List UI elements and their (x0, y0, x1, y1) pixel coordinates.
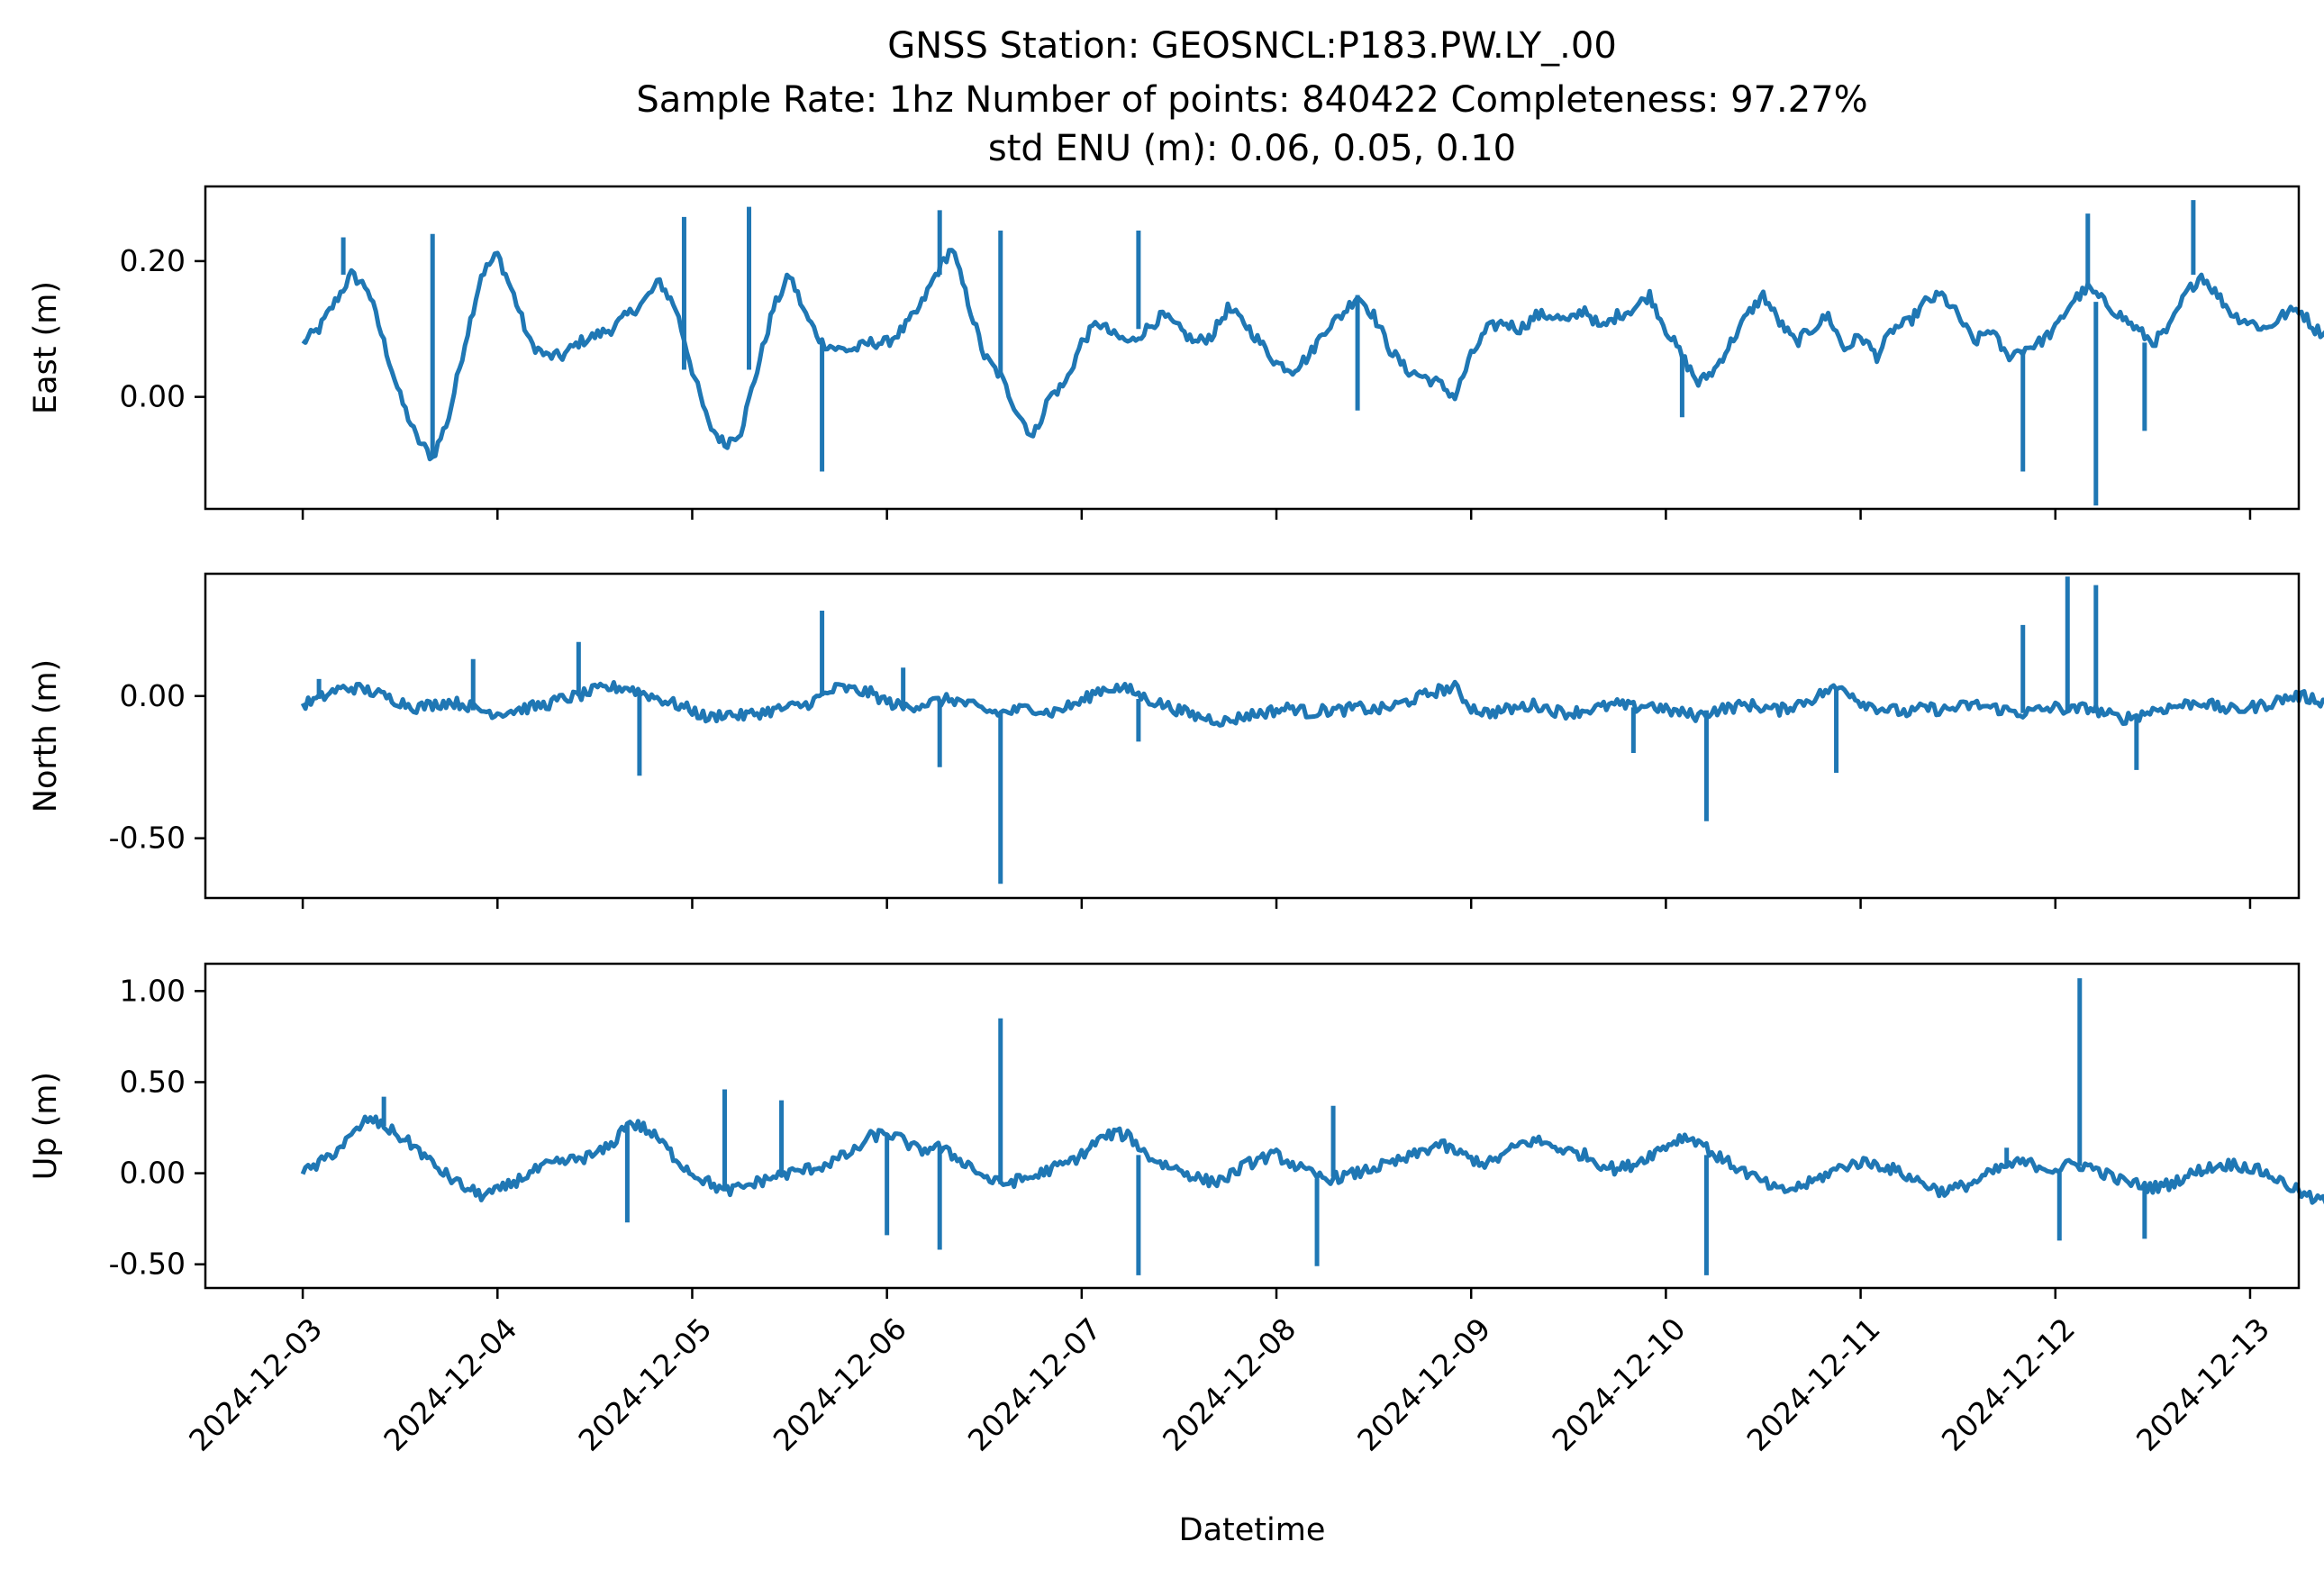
y-tick-label: 0.20 (120, 243, 186, 278)
y-tick-label: 0.00 (120, 379, 186, 414)
y-tick-label: 1.00 (120, 973, 186, 1008)
y-tick-label: -0.50 (109, 1247, 186, 1282)
axes-frame (204, 572, 2301, 900)
y-axis-label: Up (m) (28, 1072, 64, 1180)
y-tick-label: 0.50 (120, 1064, 186, 1099)
panel-1: -0.50 0.00 North (m) (28, 572, 2324, 909)
y-tick-label: -0.50 (109, 821, 186, 856)
y-axis-label: East (m) (28, 281, 64, 414)
x-axis-label: Datetime (1179, 1512, 1326, 1548)
axes-frame (204, 962, 2301, 1290)
title-line-2: Sample Rate: 1hz Number of points: 84042… (636, 79, 1867, 121)
y-tick-label: 0.00 (120, 1156, 186, 1191)
panel-0: 0.00 0.20 East (m) (28, 185, 2324, 520)
y-axis-label: North (m) (28, 659, 64, 812)
series-line (300, 1114, 2324, 1205)
axes-frame (204, 185, 2301, 511)
y-tick-label: 0.00 (120, 678, 186, 713)
title-line-1: GNSS Station: GEOSNCL:P183.PW.LY_.00 (887, 25, 1617, 67)
title-line-3: std ENU (m): 0.06, 0.05, 0.10 (988, 128, 1516, 169)
series-line (301, 248, 2324, 462)
